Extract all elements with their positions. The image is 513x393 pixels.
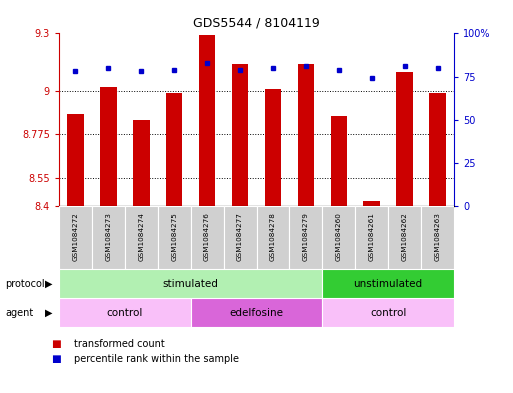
Bar (397, 72, 413, 206)
Text: agent: agent (5, 308, 33, 318)
Bar (322, 298, 454, 327)
Text: stimulated: stimulated (163, 279, 219, 288)
Text: ▶: ▶ (45, 279, 52, 288)
Bar (133, 120, 149, 206)
Text: GSM1084273: GSM1084273 (105, 212, 111, 261)
Text: control: control (370, 308, 406, 318)
Bar (289, 206, 322, 268)
Bar (388, 206, 421, 268)
Text: GSM1084276: GSM1084276 (204, 212, 210, 261)
Bar (429, 93, 446, 206)
Bar (355, 206, 388, 268)
Text: protocol: protocol (5, 279, 45, 288)
Text: transformed count: transformed count (74, 339, 165, 349)
Text: GSM1084262: GSM1084262 (402, 212, 408, 261)
Bar (364, 200, 380, 206)
Text: GSM1084275: GSM1084275 (171, 212, 177, 261)
Text: GSM1084261: GSM1084261 (369, 212, 374, 261)
Text: GSM1084272: GSM1084272 (72, 212, 78, 261)
Bar (59, 298, 191, 327)
Text: GSM1084277: GSM1084277 (237, 212, 243, 261)
Text: ■: ■ (51, 354, 61, 364)
Bar (265, 89, 281, 206)
Bar (67, 114, 84, 206)
Bar (125, 206, 158, 268)
Bar (59, 269, 322, 298)
Text: ▶: ▶ (45, 308, 52, 318)
Bar (224, 206, 256, 268)
Text: ■: ■ (51, 339, 61, 349)
Bar (298, 64, 314, 206)
Bar (232, 64, 248, 206)
Bar (158, 206, 191, 268)
Bar (166, 93, 183, 206)
Bar (421, 206, 454, 268)
Bar (191, 206, 224, 268)
Text: edelfosine: edelfosine (229, 308, 284, 318)
Bar (199, 35, 215, 206)
Text: GSM1084274: GSM1084274 (139, 212, 144, 261)
Text: GSM1084263: GSM1084263 (435, 212, 441, 261)
Bar (100, 87, 116, 206)
Bar (191, 298, 322, 327)
Text: percentile rank within the sample: percentile rank within the sample (74, 354, 240, 364)
Text: GSM1084278: GSM1084278 (270, 212, 276, 261)
Bar (322, 269, 454, 298)
Bar (256, 206, 289, 268)
Text: GSM1084260: GSM1084260 (336, 212, 342, 261)
Text: control: control (107, 308, 143, 318)
Text: GSM1084279: GSM1084279 (303, 212, 309, 261)
Bar (322, 206, 355, 268)
Text: GDS5544 / 8104119: GDS5544 / 8104119 (193, 17, 320, 29)
Bar (330, 116, 347, 206)
Bar (59, 206, 92, 268)
Bar (92, 206, 125, 268)
Text: unstimulated: unstimulated (353, 279, 423, 288)
